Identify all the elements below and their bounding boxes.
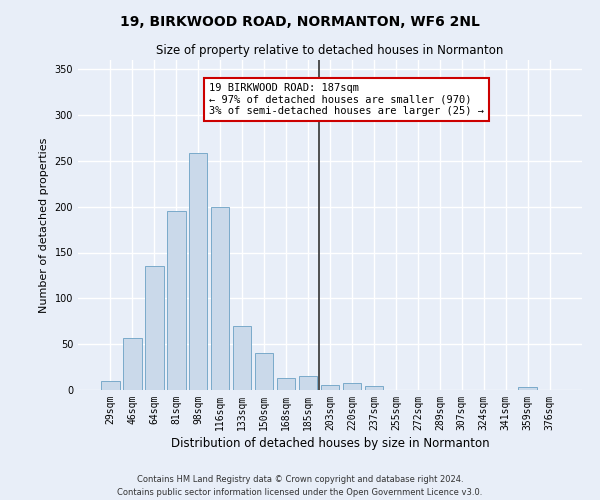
X-axis label: Distribution of detached houses by size in Normanton: Distribution of detached houses by size … bbox=[170, 437, 490, 450]
Bar bbox=[233, 326, 251, 390]
Text: 19, BIRKWOOD ROAD, NORMANTON, WF6 2NL: 19, BIRKWOOD ROAD, NORMANTON, WF6 2NL bbox=[120, 15, 480, 29]
Bar bbox=[167, 211, 185, 390]
Text: Contains HM Land Registry data © Crown copyright and database right 2024.
Contai: Contains HM Land Registry data © Crown c… bbox=[118, 476, 482, 497]
Bar bbox=[365, 386, 383, 390]
Bar bbox=[518, 387, 537, 390]
Text: 19 BIRKWOOD ROAD: 187sqm
← 97% of detached houses are smaller (970)
3% of semi-d: 19 BIRKWOOD ROAD: 187sqm ← 97% of detach… bbox=[209, 83, 484, 116]
Bar bbox=[320, 384, 340, 390]
Bar bbox=[123, 338, 142, 390]
Title: Size of property relative to detached houses in Normanton: Size of property relative to detached ho… bbox=[157, 44, 503, 58]
Bar bbox=[255, 354, 274, 390]
Bar bbox=[145, 266, 164, 390]
Y-axis label: Number of detached properties: Number of detached properties bbox=[39, 138, 49, 312]
Bar bbox=[277, 378, 295, 390]
Bar bbox=[211, 206, 229, 390]
Bar bbox=[189, 154, 208, 390]
Bar bbox=[101, 381, 119, 390]
Bar bbox=[343, 382, 361, 390]
Bar bbox=[299, 376, 317, 390]
